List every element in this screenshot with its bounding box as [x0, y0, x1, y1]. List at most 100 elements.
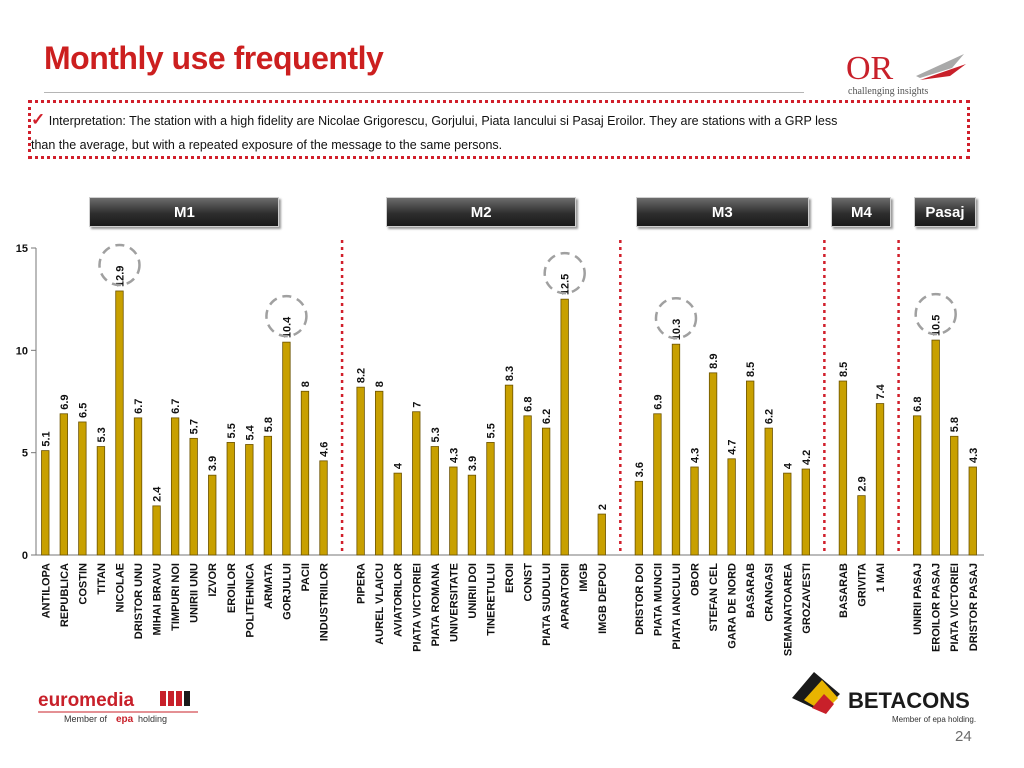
svg-text:OR: OR — [846, 50, 894, 87]
category-label: IMGB — [578, 563, 590, 592]
category-label: ARMATA — [263, 563, 275, 609]
data-label: 3.9 — [467, 456, 479, 471]
category-label: DRISTOR PASAJ — [968, 563, 980, 651]
bar — [467, 474, 477, 556]
category-label: POLITEHNICA — [244, 563, 256, 638]
bar — [375, 390, 384, 556]
category-label: 1 MAI — [875, 563, 887, 592]
data-label: 8.5 — [838, 362, 850, 377]
interpretation-line-1: Interpretation: The station with a high … — [48, 114, 838, 128]
category-label: ANTILOPA — [40, 563, 52, 618]
data-label: 2.9 — [856, 476, 868, 491]
category-label: UNIVERSITATE — [448, 563, 460, 642]
data-label: 4.3 — [690, 448, 702, 463]
data-label: 6.7 — [170, 399, 182, 414]
category-label: TIMPURI NOI — [170, 563, 182, 631]
group-label-pasaj: Pasaj — [913, 197, 977, 227]
bar — [597, 513, 606, 556]
bar — [208, 474, 217, 556]
category-label: PIPERA — [356, 563, 368, 604]
bar — [189, 437, 198, 556]
bar — [319, 460, 328, 556]
bar — [634, 480, 644, 556]
y-tick-label: 15 — [16, 243, 28, 255]
bar — [838, 380, 848, 556]
data-label: 2.4 — [152, 486, 164, 502]
category-label: MIHAI BRAVU — [152, 563, 164, 636]
bar — [486, 442, 495, 556]
category-label: SEMANATOAREA — [782, 563, 794, 656]
category-label: IZVOR — [207, 563, 219, 597]
category-label: STEFAN CEL — [708, 563, 720, 632]
svg-text:epa: epa — [116, 714, 134, 725]
data-label: 5.1 — [40, 431, 52, 446]
bar — [690, 466, 699, 556]
bar — [671, 343, 681, 556]
bar — [59, 413, 68, 556]
bar — [968, 466, 977, 556]
data-label: 8.5 — [745, 362, 757, 377]
data-label: 6.2 — [541, 409, 553, 424]
svg-text:BETACONS: BETACONS — [848, 688, 970, 713]
data-label: 6.9 — [652, 394, 664, 409]
category-label: PIATA IANCULUI — [671, 563, 683, 650]
category-label: EROILOR — [226, 563, 238, 613]
data-label: 5.7 — [189, 419, 201, 434]
category-label: EROII — [504, 563, 516, 593]
bar — [764, 427, 773, 556]
category-label: DRISTOR UNU — [133, 563, 145, 639]
data-label: 10.5 — [931, 315, 943, 336]
data-label: 4 — [393, 462, 405, 469]
data-label: 6.2 — [764, 409, 776, 424]
category-label: PIATA SUDULUI — [541, 563, 553, 646]
svg-text:Member of epa holding.: Member of epa holding. — [892, 715, 976, 724]
data-label: 4.2 — [801, 450, 813, 465]
data-label: 4.6 — [319, 442, 331, 457]
euromedia-logo: euromedia Member of epa holding — [38, 690, 198, 725]
group-label-m1: M1 — [89, 197, 280, 227]
highlight-circle — [543, 251, 586, 295]
highlight-circle — [914, 292, 957, 336]
data-label: 12.9 — [114, 266, 126, 287]
group-label-m4: M4 — [831, 197, 892, 227]
category-label: GARA DE NORD — [727, 563, 739, 649]
data-label: 8.2 — [356, 368, 368, 383]
data-label: 5.5 — [226, 423, 238, 438]
bar — [356, 386, 365, 556]
category-label: AUREL VLAICU — [374, 563, 386, 645]
category-label: PIATA VICTORIEI — [411, 563, 423, 652]
data-label: 5.5 — [485, 423, 497, 438]
category-label: REPUBLICA — [59, 563, 71, 627]
bar — [560, 298, 569, 556]
group-label-m2: M2 — [386, 197, 577, 227]
bar-chart: 0 5 10 15 5.1 ANTILOPA 6.9 REPUBLICA 6.5 COSTIN 5.… — [16, 238, 984, 656]
page-number: 24 — [955, 728, 972, 745]
data-label: 8 — [300, 381, 312, 387]
bar — [783, 472, 792, 556]
data-label: 6.8 — [912, 397, 924, 412]
page-title: Monthly use frequently — [44, 40, 384, 76]
bar — [653, 413, 662, 556]
or-logo: OR challenging insights — [846, 50, 966, 97]
bar — [115, 290, 124, 556]
data-label: 4.3 — [968, 448, 980, 463]
category-label: INDUSTRIILOR — [319, 563, 331, 641]
y-tick-label: 5 — [22, 448, 28, 460]
category-label: CRANGASI — [764, 563, 776, 622]
title-divider — [44, 92, 804, 93]
data-label: 5.8 — [949, 417, 961, 432]
betacons-logo: BETACONS Member of epa holding. — [792, 672, 976, 724]
data-label: 5.8 — [263, 417, 275, 432]
category-label: BASARAB — [745, 563, 757, 618]
category-label: GROZAVESTI — [801, 563, 813, 634]
category-label: CONST — [523, 563, 535, 602]
bar — [950, 435, 959, 556]
bar — [300, 390, 310, 556]
category-label: TITAN — [96, 563, 108, 595]
category-label: IMGB DEPOU — [597, 563, 609, 634]
bar — [708, 372, 718, 556]
bar — [801, 468, 810, 556]
bar — [931, 339, 940, 556]
data-label: 4.3 — [448, 448, 460, 463]
category-label: OBOR — [690, 563, 702, 596]
